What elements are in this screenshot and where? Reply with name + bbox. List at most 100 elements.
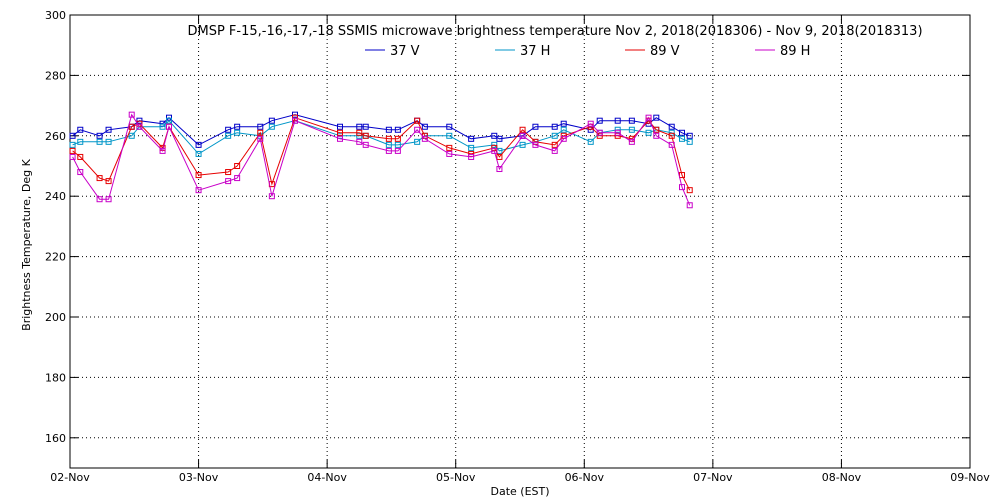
data-point [225,178,232,185]
data-point [337,129,343,136]
data-point [596,129,603,136]
data-point [105,138,112,145]
data-point [268,117,275,124]
data-point [532,123,539,130]
data-point [225,126,232,133]
data-point [195,187,202,194]
data-point [136,123,143,130]
data-point [105,178,112,185]
series-line [72,114,690,146]
data-point [268,193,275,200]
data-point [446,123,453,130]
data-point [69,147,76,154]
data-point [414,138,421,145]
data-point [292,111,298,118]
data-point [257,135,264,142]
data-point [686,132,693,139]
data-point [362,123,369,130]
series-line [72,117,691,191]
data-point [686,202,693,209]
data-point [356,129,363,136]
data-point [385,135,392,142]
data-point [496,166,503,173]
data-point [128,123,135,130]
series-layer [69,111,693,209]
legend-entry: 89 H [780,44,810,59]
data-point [551,147,558,154]
data-point [551,132,558,139]
legend-entry: 37 V [390,44,420,59]
data-point [234,163,241,169]
data-point [679,184,685,191]
data-point [421,135,428,142]
data-point [159,123,166,130]
chart-title: DMSP F-15,-16,-17,-18 SSMIS microwave br… [187,24,922,39]
data-point [356,138,363,145]
data-point [225,132,232,139]
legend: 37 V 37 H 89 V 89 H [365,44,810,59]
data-point [645,114,652,121]
data-point [628,117,635,124]
y-tick-label: 180 [45,371,66,384]
data-point [105,196,112,203]
y-tick-label: 240 [45,190,66,203]
data-point [679,135,685,142]
data-point [385,126,392,133]
data-point [668,141,675,148]
x-tick-label: 09-Nov [950,471,990,484]
data-point [614,117,621,124]
data-point [394,141,401,148]
data-point [394,147,401,154]
x-tick-label: 04-Nov [307,471,347,484]
data-point [628,126,635,133]
data-point [468,135,475,142]
data-point [257,123,264,130]
data-point [468,153,475,160]
data-point [496,153,503,160]
data-point [653,114,660,121]
data-point [128,132,135,139]
data-point [587,138,594,145]
data-point [468,144,475,151]
data-point [77,126,84,133]
data-point [257,129,264,136]
data-point [560,126,567,133]
data-point [195,172,202,179]
data-point [77,169,84,176]
axis-ticks: 160 180 200 220 240 260 280 300 02-Nov 03-Nov 04-N… [45,9,990,484]
x-tick-label: 03-Nov [179,471,219,484]
data-point [385,141,392,148]
data-point [96,132,103,139]
y-tick-label: 300 [45,9,66,22]
data-point [686,187,693,194]
data-point [356,123,363,130]
x-tick-label: 05-Nov [436,471,476,484]
data-point [77,138,84,145]
data-point [69,141,76,148]
data-point [446,150,453,157]
data-point [446,144,453,151]
data-point [337,135,343,142]
data-point [668,132,675,139]
data-point [587,120,594,127]
data-point [532,141,539,148]
data-point [128,111,135,118]
data-point [551,123,558,130]
data-point [337,123,343,130]
legend-entry: 89 V [650,44,680,59]
data-point [614,126,621,133]
data-point [628,138,635,145]
data-point [234,129,241,136]
plot-frame [69,14,971,469]
data-point [385,147,392,154]
series-89-h [69,111,693,209]
data-point [653,132,660,139]
data-point [414,117,421,124]
data-point [519,141,526,148]
data-point [268,123,275,130]
data-point [69,132,76,139]
data-point [166,117,172,124]
series-line [72,119,690,155]
data-point [159,147,166,154]
